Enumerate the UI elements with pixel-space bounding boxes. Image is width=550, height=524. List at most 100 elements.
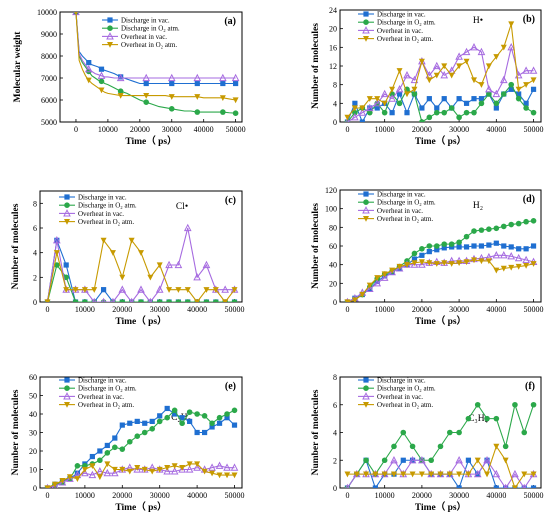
data-point xyxy=(486,242,492,248)
y-tick-label: 50 xyxy=(29,392,37,401)
x-tick-label: 0 xyxy=(74,125,78,134)
data-point xyxy=(441,260,448,266)
data-point xyxy=(220,80,226,87)
data-point xyxy=(418,260,426,268)
data-point xyxy=(171,463,178,469)
y-tick-label: 20 xyxy=(329,279,337,288)
data-point xyxy=(418,471,425,478)
x-tick-label: 20000 xyxy=(412,125,432,134)
data-point xyxy=(522,483,527,488)
x-tick-label: 40000 xyxy=(194,125,214,134)
panel-tag: (e) xyxy=(225,381,236,392)
data-point xyxy=(133,465,142,473)
legend-entry: Discharge in O₂ atm. xyxy=(377,19,436,27)
data-point xyxy=(171,407,178,414)
data-point xyxy=(404,91,410,98)
legend-marker xyxy=(107,17,113,23)
y-tick-label: 16 xyxy=(329,43,337,52)
plot-frame xyxy=(59,11,243,123)
data-point xyxy=(143,93,150,99)
data-point xyxy=(351,105,358,112)
data-point xyxy=(428,457,434,464)
data-point xyxy=(478,100,485,107)
data-point xyxy=(390,471,397,478)
data-point xyxy=(149,418,155,424)
x-tick-label: 50000 xyxy=(524,125,544,134)
data-point xyxy=(163,467,172,475)
data-point xyxy=(463,244,470,250)
data-point xyxy=(529,66,538,74)
data-point xyxy=(456,485,462,488)
data-point xyxy=(164,465,171,471)
data-point xyxy=(129,297,134,302)
data-point xyxy=(411,250,418,257)
data-point xyxy=(511,469,519,478)
data-point xyxy=(447,429,453,436)
y-tick-label: 4 xyxy=(333,99,337,108)
data-point xyxy=(373,99,382,107)
data-point xyxy=(365,284,374,293)
data-point xyxy=(74,470,81,476)
series-line xyxy=(75,12,236,101)
legend-marker xyxy=(363,216,369,222)
data-point xyxy=(53,236,61,244)
data-point xyxy=(530,109,537,116)
data-point xyxy=(142,73,151,82)
data-point xyxy=(98,78,105,85)
data-point xyxy=(507,43,516,51)
panel-tag: (b) xyxy=(523,14,535,25)
data-point xyxy=(134,433,141,440)
data-point xyxy=(441,245,447,251)
series-line xyxy=(75,12,236,114)
data-point xyxy=(396,263,403,270)
data-point xyxy=(515,86,522,93)
data-point xyxy=(220,109,226,115)
legend-entry: Discharge in O₂ atm. xyxy=(377,199,436,207)
y-tick-label: 30 xyxy=(29,429,37,438)
data-point xyxy=(98,87,105,94)
x-tick-label: 10000 xyxy=(98,125,118,134)
data-point xyxy=(409,443,416,450)
legend-marker xyxy=(64,194,70,200)
data-point xyxy=(215,461,224,469)
data-point xyxy=(168,106,175,112)
x-axis-title: Time（ ps） xyxy=(115,315,166,327)
data-point xyxy=(194,94,201,100)
legend-marker xyxy=(363,385,369,392)
y-tick-label: 24 xyxy=(329,6,337,15)
data-point xyxy=(404,110,410,116)
x-tick-label: 10000 xyxy=(75,491,95,500)
data-point xyxy=(507,251,516,260)
data-point xyxy=(516,91,522,97)
legend-entry: Overheat in O₂ atm. xyxy=(377,401,433,409)
data-point xyxy=(508,244,514,250)
data-point xyxy=(508,86,514,92)
data-point xyxy=(523,246,529,252)
data-point xyxy=(463,259,470,266)
legend-entry: Discharge in O₂ atm. xyxy=(78,202,137,210)
series-discharge_o2 xyxy=(344,401,537,488)
data-point xyxy=(530,261,537,267)
data-point xyxy=(522,66,530,74)
data-point xyxy=(141,429,148,436)
data-point xyxy=(473,469,482,478)
y-tick-label: 8 xyxy=(333,81,337,90)
data-point xyxy=(224,472,231,479)
data-point xyxy=(117,93,124,99)
legend-marker xyxy=(362,392,370,400)
data-point xyxy=(381,100,388,107)
data-point xyxy=(381,271,388,278)
species-label: C₃H₄ xyxy=(468,414,488,424)
data-point xyxy=(74,476,81,482)
data-point xyxy=(523,82,530,88)
series-discharge_o2 xyxy=(73,12,239,116)
data-point xyxy=(500,223,507,230)
data-point xyxy=(185,465,194,473)
data-point xyxy=(233,80,239,87)
data-point xyxy=(128,237,135,244)
data-point xyxy=(179,415,185,421)
data-point xyxy=(484,415,490,422)
data-point xyxy=(118,74,124,80)
data-point xyxy=(530,401,537,408)
data-point xyxy=(194,461,201,468)
